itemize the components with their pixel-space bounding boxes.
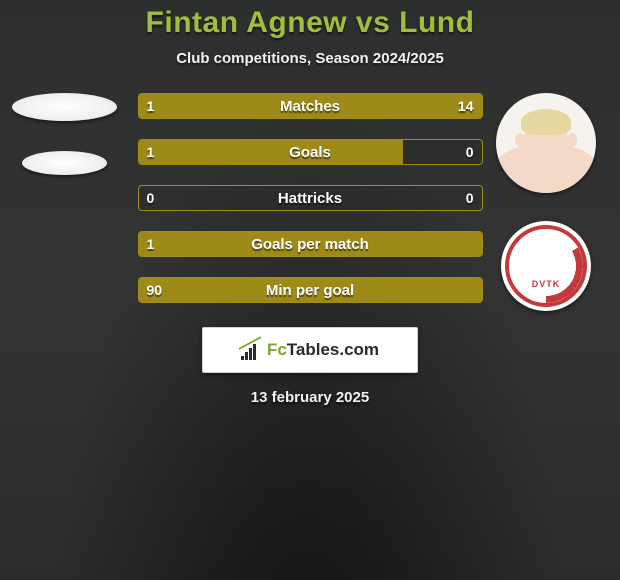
- stat-bar: 10Goals: [138, 139, 483, 165]
- right-player-column: 1910 DVTK: [490, 93, 602, 311]
- left-club-placeholder-icon: [22, 151, 107, 175]
- club-badge-year: 1910: [509, 235, 583, 247]
- stat-label: Goals per match: [139, 232, 482, 256]
- brand-chart-icon: [241, 340, 261, 360]
- stat-label: Matches: [139, 94, 482, 118]
- date-label: 13 february 2025: [251, 389, 369, 406]
- page-title: Fintan Agnew vs Lund: [0, 6, 620, 40]
- club-badge-name: DVTK: [509, 279, 583, 289]
- right-club-badge-icon: 1910 DVTK: [501, 221, 591, 311]
- stat-label: Min per goal: [139, 278, 482, 302]
- brand-box[interactable]: FcTables.com: [202, 327, 418, 373]
- left-player-placeholder-icon: [12, 93, 117, 121]
- brand-prefix: Fc: [267, 340, 287, 359]
- footer: FcTables.com 13 february 2025: [0, 327, 620, 406]
- brand-suffix: Tables.com: [287, 340, 379, 359]
- stat-bar: 90Min per goal: [138, 277, 483, 303]
- page-subtitle: Club competitions, Season 2024/2025: [0, 50, 620, 67]
- stat-bar: 114Matches: [138, 93, 483, 119]
- stat-bar: 00Hattricks: [138, 185, 483, 211]
- stat-label: Hattricks: [139, 186, 482, 210]
- content-root: Fintan Agnew vs Lund Club competitions, …: [0, 0, 620, 406]
- stat-bars: 114Matches 10Goals 00Hattricks 1Goals per m…: [138, 93, 483, 303]
- left-player-column: [8, 93, 120, 175]
- brand-text: FcTables.com: [267, 340, 379, 360]
- stat-bar: 1Goals per match: [138, 231, 483, 257]
- right-player-avatar: [496, 93, 596, 193]
- stat-label: Goals: [139, 140, 482, 164]
- comparison-area: 1910 DVTK 114Matches 10Goals 00Hattricks 1G…: [0, 93, 620, 303]
